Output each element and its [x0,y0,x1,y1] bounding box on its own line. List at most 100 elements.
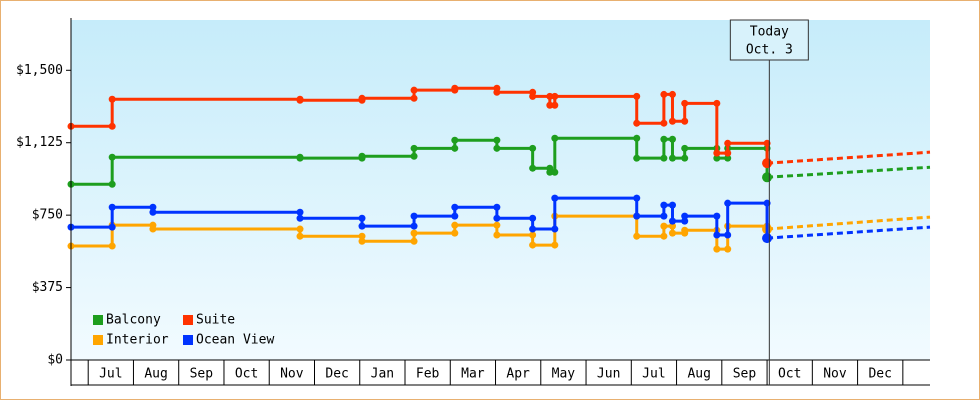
corner-marker [410,152,418,160]
corner-marker [660,212,668,220]
corner-marker [296,208,304,216]
corner-marker [713,212,721,220]
corner-marker [451,144,459,152]
price-marker [681,212,689,220]
legend-swatch [93,335,103,345]
price-marker [668,229,676,237]
price-marker [633,212,641,220]
price-marker [296,214,304,222]
price-marker [451,203,459,211]
price-marker [660,222,668,230]
corner-marker [296,225,304,233]
forecast-line [766,165,931,179]
corner-marker [633,134,641,142]
price-marker [410,144,418,152]
price-marker [551,134,559,142]
price-marker [660,90,668,98]
corner-marker [668,135,676,143]
price-marker [668,154,676,162]
price-marker [633,154,641,162]
price-marker [633,119,641,127]
price-marker [451,221,459,229]
legend-label: Balcony [106,313,161,328]
corner-marker [660,232,668,240]
price-marker [681,144,689,152]
x-tick-label: Sep [190,367,214,382]
x-tick-label: Mar [461,367,485,382]
corner-marker [493,136,501,144]
price-marker [529,225,537,233]
x-tick-label: Oct [778,367,801,382]
price-marker [762,158,773,169]
legend-swatch [93,315,103,325]
price-marker [493,214,501,222]
price-marker [358,222,366,230]
corner-marker [529,214,537,222]
price-marker [451,136,459,144]
corner-marker [410,94,418,102]
corner-marker [763,139,771,147]
price-marker [681,226,689,234]
corner-marker [681,154,689,162]
x-tick-label: Nov [280,367,304,382]
corner-marker [358,214,366,222]
corner-marker [633,194,641,202]
price-marker [529,164,537,172]
price-marker [493,144,501,152]
corner-marker [724,245,732,253]
price-marker [410,229,418,237]
corner-marker [493,203,501,211]
price-marker [668,117,676,125]
price-marker [296,232,304,240]
forecast-line [766,225,931,240]
corner-marker [551,225,559,233]
corner-marker [668,201,676,209]
corner-marker [660,119,668,127]
x-tick-label: Feb [416,367,440,382]
x-tick-label: Dec [325,367,348,382]
price-marker [410,86,418,94]
corner-marker [763,199,771,207]
legend-swatch [183,335,193,345]
corner-marker [713,99,721,107]
x-tick-label: Jan [371,367,394,382]
corner-marker [724,231,732,239]
corner-marker [529,144,537,152]
x-tick-label: Jun [597,367,620,382]
price-marker [660,201,668,209]
x-tick-label: Aug [144,367,167,382]
corner-marker [546,92,554,100]
corner-marker [410,222,418,230]
x-tick-label: Dec [868,367,891,382]
plot-area [71,20,930,360]
price-marker [108,203,116,211]
price-marker [551,92,559,100]
legend-label: Interior [106,333,169,348]
corner-marker [724,149,732,157]
corner-marker [108,223,116,231]
price-marker [713,245,721,253]
corner-marker [410,237,418,245]
legend-label: Suite [196,313,235,328]
corner-marker [551,101,559,109]
price-marker [358,152,366,160]
x-tick-label: Jul [642,367,665,382]
price-marker [724,139,732,147]
x-tick-label: Sep [733,367,757,382]
y-tick-label: $375 [32,280,63,295]
corner-marker [451,212,459,220]
price-marker [493,231,501,239]
corner-marker [551,241,559,249]
corner-marker [668,90,676,98]
today-label: Today [750,25,789,40]
price-marker [660,135,668,143]
price-marker [149,208,157,216]
forecast-line [766,150,931,165]
corner-marker [108,242,116,250]
price-marker [296,154,304,162]
corner-marker [660,154,668,162]
price-marker [551,194,559,202]
corner-marker [493,221,501,229]
price-marker [633,232,641,240]
